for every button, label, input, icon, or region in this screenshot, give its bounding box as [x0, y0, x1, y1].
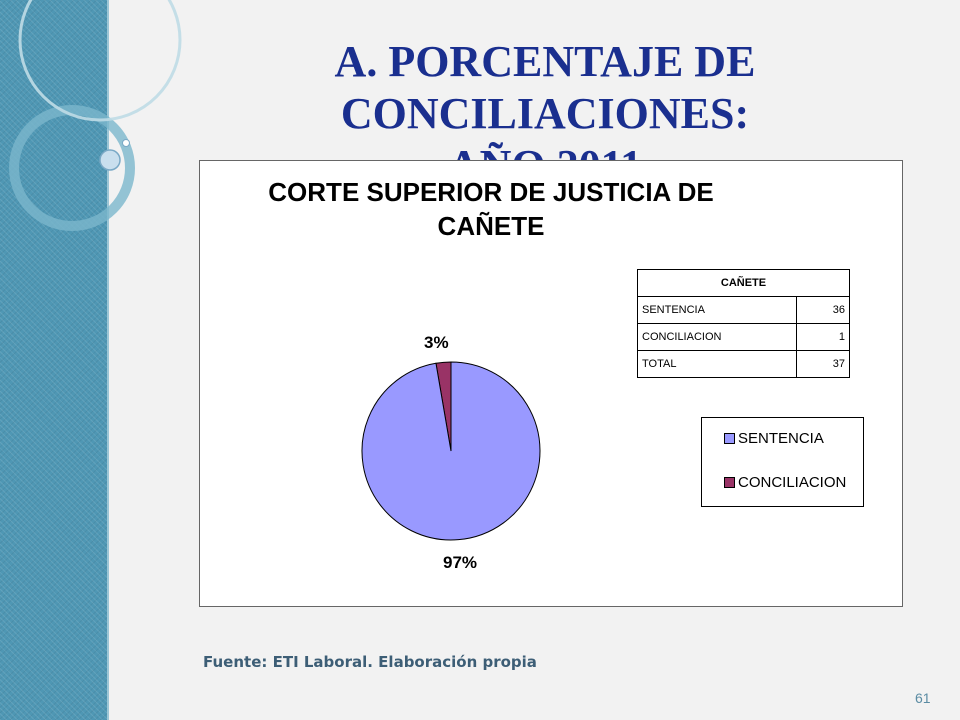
table-header-row: CAÑETE — [637, 269, 850, 297]
legend-item-conciliacion: CONCILIACION — [724, 474, 846, 491]
table-row: TOTAL 37 — [637, 350, 850, 378]
legend-swatch-conciliacion — [724, 477, 735, 488]
pie-slice-sentencia — [361, 361, 541, 541]
decorative-circles — [9, 0, 182, 231]
chart-title-line2: CAÑETE — [437, 211, 545, 241]
table-header: CAÑETE — [637, 269, 850, 297]
source-note: Fuente: ETI Laboral. Elaboración propia — [203, 653, 537, 671]
chart-title-line1: CORTE SUPERIOR DE JUSTICIA DE — [268, 177, 714, 207]
pie-chart — [361, 361, 541, 541]
table-cell-value: 37 — [796, 350, 850, 378]
data-table: CAÑETE SENTENCIA 36 CONCILIACION 1 TOTAL… — [637, 269, 850, 378]
chart-frame: CORTE SUPERIOR DE JUSTICIA DE CAÑETE 3% … — [199, 160, 903, 607]
table-cell-label: CONCILIACION — [637, 323, 797, 351]
table-cell-value: 1 — [796, 323, 850, 351]
slice-label-conciliacion: 3% — [424, 333, 449, 352]
page-number: 61 — [915, 690, 931, 706]
table-cell-label: SENTENCIA — [637, 296, 797, 324]
table-row: CONCILIACION 1 — [637, 323, 850, 351]
slice-label-sentencia: 97% — [443, 553, 478, 572]
table-cell-value: 36 — [796, 296, 850, 324]
legend-item-sentencia: SENTENCIA — [724, 430, 824, 447]
chart-legend: SENTENCIA CONCILIACION — [701, 417, 864, 507]
chart-title: CORTE SUPERIOR DE JUSTICIA DE CAÑETE — [200, 175, 782, 243]
slide-title-line1: A. PORCENTAJE DE CONCILIACIONES: — [334, 37, 756, 138]
table-row: SENTENCIA 36 — [637, 296, 850, 324]
table-cell-label: TOTAL — [637, 350, 797, 378]
legend-label: CONCILIACION — [738, 474, 847, 491]
legend-swatch-sentencia — [724, 433, 735, 444]
legend-label: SENTENCIA — [738, 430, 824, 447]
